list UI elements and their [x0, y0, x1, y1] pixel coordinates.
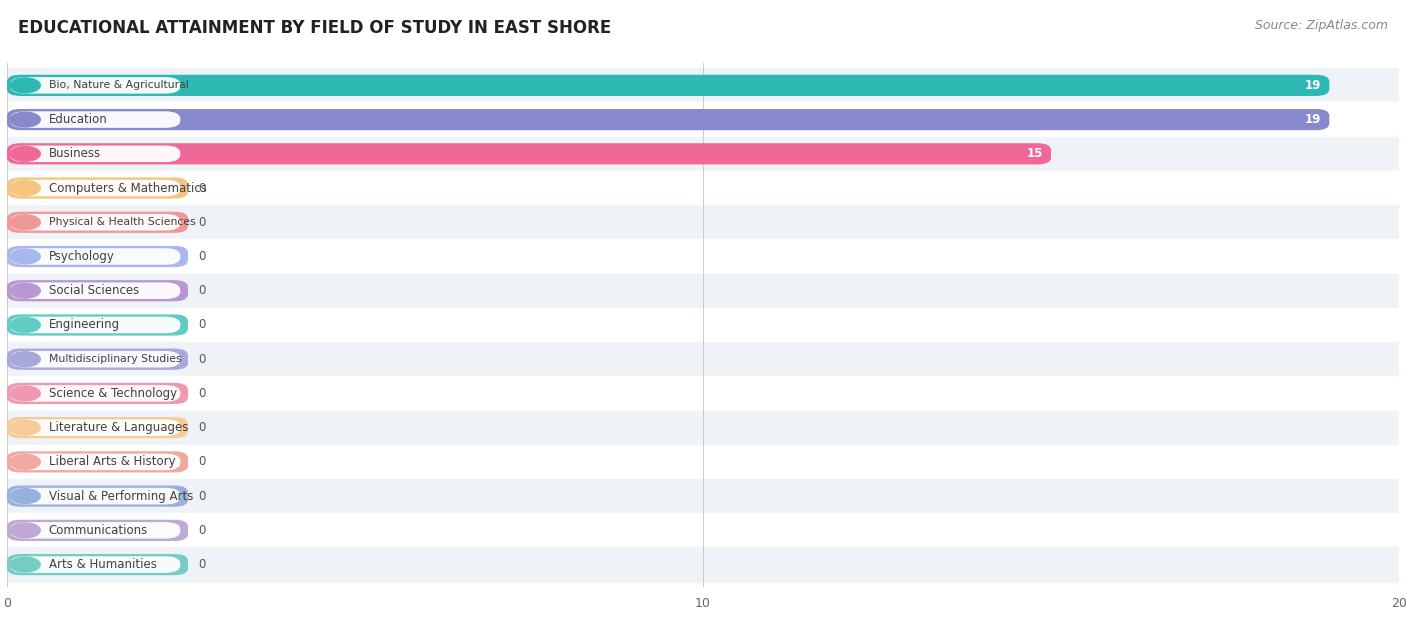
FancyBboxPatch shape — [7, 485, 188, 507]
FancyBboxPatch shape — [10, 420, 180, 436]
Text: 0: 0 — [198, 456, 205, 468]
Text: Science & Technology: Science & Technology — [49, 387, 177, 400]
Circle shape — [10, 523, 41, 538]
FancyBboxPatch shape — [7, 280, 188, 302]
FancyBboxPatch shape — [7, 177, 188, 199]
FancyBboxPatch shape — [7, 74, 1330, 96]
Circle shape — [10, 78, 41, 93]
Bar — [7, 68, 1399, 102]
Circle shape — [10, 557, 41, 572]
Text: 19: 19 — [1305, 79, 1322, 92]
Bar — [7, 548, 1399, 582]
Text: Business: Business — [49, 147, 101, 160]
FancyBboxPatch shape — [7, 143, 1052, 165]
FancyBboxPatch shape — [7, 109, 1330, 130]
FancyBboxPatch shape — [7, 451, 188, 473]
FancyBboxPatch shape — [7, 348, 188, 370]
Text: 0: 0 — [198, 524, 205, 537]
Text: Communications: Communications — [49, 524, 148, 537]
Bar — [7, 137, 1399, 171]
Text: 0: 0 — [198, 558, 205, 571]
Text: 0: 0 — [198, 250, 205, 263]
Bar — [7, 308, 1399, 342]
FancyBboxPatch shape — [10, 351, 180, 367]
Text: Education: Education — [49, 113, 107, 126]
Text: Visual & Performing Arts: Visual & Performing Arts — [49, 490, 193, 503]
FancyBboxPatch shape — [10, 283, 180, 299]
Text: Literature & Languages: Literature & Languages — [49, 421, 188, 434]
Text: 0: 0 — [198, 421, 205, 434]
FancyBboxPatch shape — [10, 557, 180, 573]
Text: Physical & Health Sciences: Physical & Health Sciences — [49, 217, 195, 227]
Text: 0: 0 — [198, 353, 205, 366]
Circle shape — [10, 283, 41, 298]
Text: 0: 0 — [198, 284, 205, 297]
Text: Arts & Humanities: Arts & Humanities — [49, 558, 156, 571]
Text: EDUCATIONAL ATTAINMENT BY FIELD OF STUDY IN EAST SHORE: EDUCATIONAL ATTAINMENT BY FIELD OF STUDY… — [18, 19, 612, 37]
FancyBboxPatch shape — [10, 317, 180, 333]
Bar — [7, 274, 1399, 308]
Circle shape — [10, 386, 41, 401]
Circle shape — [10, 488, 41, 504]
Text: 15: 15 — [1026, 147, 1043, 160]
Bar — [7, 205, 1399, 239]
Text: Liberal Arts & History: Liberal Arts & History — [49, 456, 176, 468]
Circle shape — [10, 351, 41, 367]
Text: Engineering: Engineering — [49, 319, 120, 331]
Bar — [7, 239, 1399, 274]
FancyBboxPatch shape — [10, 488, 180, 504]
FancyBboxPatch shape — [10, 385, 180, 402]
FancyBboxPatch shape — [7, 314, 188, 336]
Text: 19: 19 — [1305, 113, 1322, 126]
FancyBboxPatch shape — [10, 146, 180, 162]
FancyBboxPatch shape — [10, 77, 180, 93]
FancyBboxPatch shape — [10, 180, 180, 196]
Text: 0: 0 — [198, 319, 205, 331]
FancyBboxPatch shape — [10, 214, 180, 230]
FancyBboxPatch shape — [7, 383, 188, 404]
Circle shape — [10, 249, 41, 264]
Bar — [7, 479, 1399, 513]
Bar — [7, 171, 1399, 205]
Bar — [7, 411, 1399, 445]
FancyBboxPatch shape — [10, 248, 180, 265]
FancyBboxPatch shape — [7, 211, 188, 233]
Circle shape — [10, 112, 41, 127]
Bar — [7, 513, 1399, 548]
FancyBboxPatch shape — [7, 520, 188, 541]
Circle shape — [10, 146, 41, 162]
Circle shape — [10, 454, 41, 469]
FancyBboxPatch shape — [10, 522, 180, 539]
Text: Social Sciences: Social Sciences — [49, 284, 139, 297]
FancyBboxPatch shape — [7, 417, 188, 439]
Text: Bio, Nature & Agricultural: Bio, Nature & Agricultural — [49, 80, 188, 90]
Text: Computers & Mathematics: Computers & Mathematics — [49, 182, 207, 194]
Text: 0: 0 — [198, 387, 205, 400]
FancyBboxPatch shape — [10, 111, 180, 128]
Bar — [7, 102, 1399, 137]
Text: 0: 0 — [198, 182, 205, 194]
Circle shape — [10, 215, 41, 230]
Text: Source: ZipAtlas.com: Source: ZipAtlas.com — [1254, 19, 1388, 32]
Bar — [7, 376, 1399, 411]
FancyBboxPatch shape — [10, 454, 180, 470]
Text: Multidisciplinary Studies: Multidisciplinary Studies — [49, 354, 181, 364]
Text: Psychology: Psychology — [49, 250, 114, 263]
Circle shape — [10, 317, 41, 333]
Bar — [7, 445, 1399, 479]
Text: 0: 0 — [198, 216, 205, 229]
Bar — [7, 342, 1399, 376]
Circle shape — [10, 420, 41, 435]
FancyBboxPatch shape — [7, 246, 188, 267]
Circle shape — [10, 180, 41, 196]
FancyBboxPatch shape — [7, 554, 188, 575]
Text: 0: 0 — [198, 490, 205, 503]
